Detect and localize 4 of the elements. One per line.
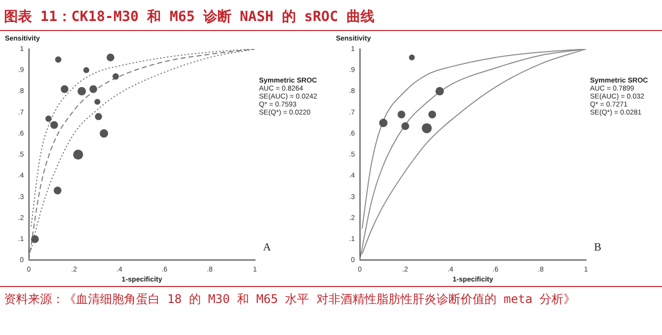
text: B <box>594 242 602 254</box>
text: 资料来源：《血清细胞角蛋白 18 的 M30 和 M65 水平 对非酒精性脂肪性肝炎诊断价值的 meta 分析》 <box>4 291 577 308</box>
chart-title: 图表 11：CK18-M30 和 M65 诊断 NASH 的 sROC 曲线 <box>0 0 662 31</box>
text: A <box>263 242 271 254</box>
